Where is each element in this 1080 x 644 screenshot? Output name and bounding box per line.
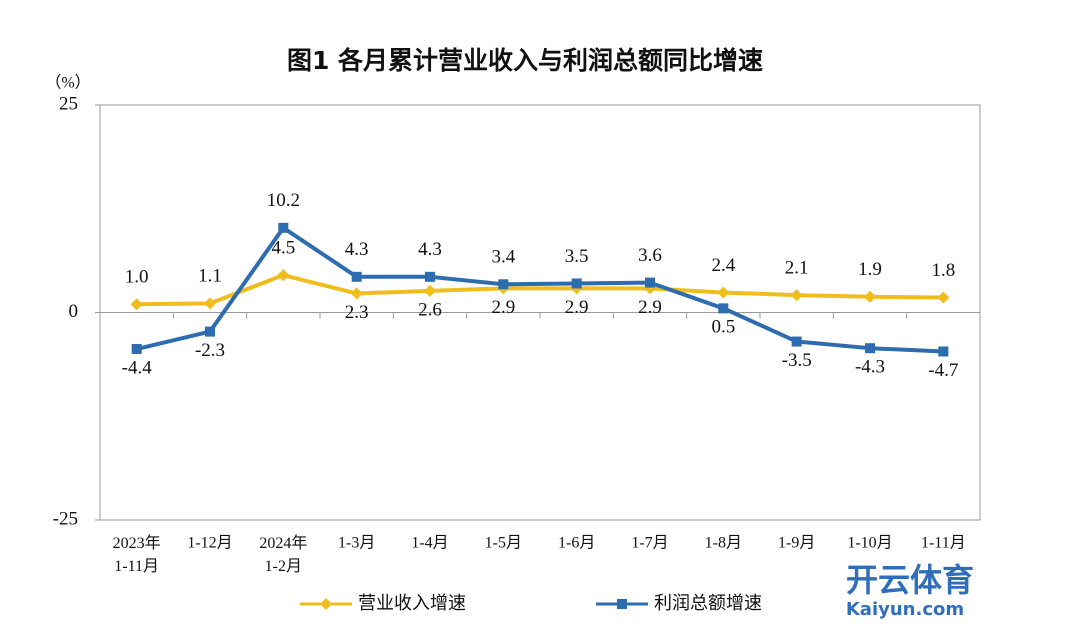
legend-marker (617, 599, 627, 609)
x-tick-label: 1-6月 (558, 535, 595, 552)
series-line (136, 225, 944, 354)
data-label: 3.6 (638, 245, 662, 266)
data-point (718, 303, 729, 314)
data-label: 10.2 (267, 190, 300, 211)
data-label: 2.6 (418, 299, 442, 320)
y-unit: （%） (45, 74, 90, 92)
data-point (131, 344, 142, 355)
x-tick-label: 2024年 1-2月 (259, 534, 307, 575)
data-label: 2.9 (491, 297, 515, 318)
data-point (277, 269, 290, 282)
data-label: -4.7 (928, 360, 958, 381)
watermark: 开云体育 (846, 561, 974, 599)
x-tick-label: 1-5月 (485, 535, 522, 552)
data-point (791, 336, 802, 347)
data-label: 1.1 (198, 266, 222, 287)
legend-label: 营业收入增速 (358, 593, 466, 614)
chart-title: 图1 各月累计营业收入与利润总额同比增速 (287, 46, 763, 75)
series-line (136, 273, 944, 307)
data-label: -4.3 (855, 357, 885, 378)
data-point (571, 278, 582, 289)
watermark: Kaiyun.com (846, 599, 964, 620)
data-point (424, 284, 436, 297)
data-label: 2.9 (565, 297, 589, 318)
data-label: 3.4 (491, 247, 515, 268)
data-point (938, 346, 949, 357)
data-label: 4.3 (418, 239, 442, 260)
data-label: -4.4 (122, 357, 153, 378)
data-point (790, 289, 803, 302)
x-tick-label-line: 1-2月 (265, 558, 302, 575)
data-point (351, 271, 362, 282)
x-tick-label-line: 2024年 (259, 534, 307, 552)
data-point (205, 326, 215, 337)
data-point (717, 286, 730, 299)
data-label: 1.0 (125, 267, 149, 288)
data-label: 4.5 (271, 238, 295, 259)
data-label: 2.9 (638, 297, 662, 318)
x-tick-label: 1-11月 (921, 535, 966, 552)
data-label: 2.4 (711, 255, 735, 276)
data-label: 0.5 (711, 317, 735, 338)
y-tick-label: 0 (69, 301, 79, 322)
x-tick-label: 1-7月 (631, 535, 668, 552)
data-point (937, 291, 950, 304)
data-point (278, 222, 289, 233)
data-label: -3.5 (782, 350, 812, 371)
data-label: 2.3 (345, 302, 369, 323)
legend-label: 利润总额增速 (654, 593, 762, 614)
data-point (425, 271, 435, 282)
x-tick-label-line: 1-11月 (114, 558, 159, 575)
x-tick-label: 1-8月 (705, 535, 742, 552)
x-tick-label: 1-4月 (411, 535, 448, 552)
data-label: 3.5 (565, 246, 589, 267)
data-point (350, 287, 363, 300)
y-tick-label: 25 (59, 93, 78, 114)
x-tick-label: 2023年 1-11月 (113, 534, 161, 575)
data-point (498, 279, 509, 290)
data-label: 2.1 (785, 257, 809, 278)
x-tick-label-line: 2023年 (113, 534, 161, 552)
data-label: 4.3 (345, 239, 369, 260)
data-point (864, 290, 876, 303)
data-label: 1.9 (858, 259, 882, 280)
legend-marker (320, 598, 332, 610)
data-label: -2.3 (195, 340, 225, 361)
data-point (865, 343, 875, 354)
data-point (645, 277, 655, 288)
x-tick-label: 1-10月 (847, 535, 892, 552)
x-tick-label: 1-12月 (187, 535, 232, 552)
data-point (130, 298, 143, 311)
y-tick-label: -25 (53, 508, 78, 529)
data-label: 1.8 (931, 260, 955, 281)
x-tick-label: 1-9月 (778, 535, 815, 552)
data-point (204, 297, 216, 310)
x-tick-label: 1-3月 (338, 535, 375, 552)
